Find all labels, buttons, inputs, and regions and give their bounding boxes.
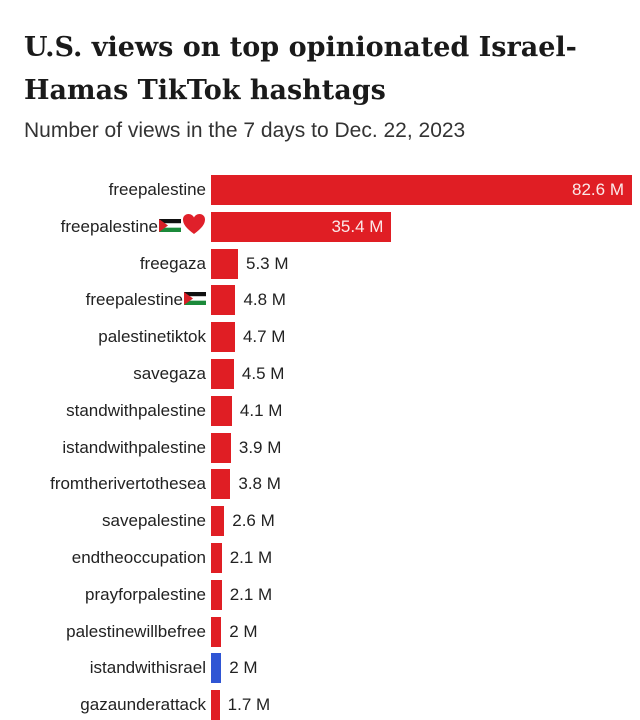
- category-label: standwithpalestine: [66, 399, 206, 423]
- category-label: freegaza: [140, 252, 206, 276]
- category-label: palestinetiktok: [98, 325, 206, 349]
- data-label: 2.6 M: [232, 511, 275, 531]
- data-label: 2 M: [229, 621, 258, 641]
- bar: [211, 322, 235, 353]
- data-label: 2.1 M: [229, 584, 273, 604]
- bar: [211, 690, 220, 720]
- bar: [211, 395, 232, 426]
- category-label-text: prayforpalestine: [85, 584, 206, 604]
- bar: [211, 248, 238, 279]
- category-label: istandwithpalestine: [62, 436, 206, 460]
- category-label-text: palestinetiktok: [98, 327, 206, 347]
- data-label: 3.8 M: [238, 474, 281, 494]
- data-label: 4.8 M: [243, 290, 286, 310]
- data-label: 4.5 M: [241, 364, 285, 383]
- category-label: savepalestine: [102, 509, 206, 533]
- category-label: freepalestine: [109, 178, 206, 202]
- category-label-text: freepalestine: [85, 290, 183, 310]
- category-label-text: endtheoccupation: [71, 548, 206, 567]
- category-label-text: savepalestine: [102, 511, 206, 531]
- category-label: istandwithisrael: [90, 656, 206, 680]
- data-label: 4.7 M: [242, 327, 286, 347]
- data-label: 4.1 M: [239, 400, 283, 420]
- category-label: savegaza: [133, 362, 206, 386]
- data-label: 82.6 M: [572, 180, 624, 199]
- bar: [211, 469, 231, 500]
- red-heart-icon: [182, 213, 206, 240]
- category-label: prayforpalestine: [85, 583, 206, 607]
- category-label-text: palestinewillbefree: [66, 621, 206, 641]
- category-label-text: freegaza: [139, 253, 206, 273]
- data-label: 1.7 M: [227, 695, 271, 715]
- category-label: endtheoccupation: [72, 546, 206, 570]
- bar: [211, 432, 231, 463]
- category-label-text: savegaza: [133, 364, 206, 383]
- data-label: 2 M: [229, 658, 258, 678]
- category-label-text: freepalestine: [60, 216, 158, 236]
- bar: [211, 579, 222, 610]
- bar: [211, 616, 222, 647]
- category-label-text: standwithpalestine: [66, 400, 206, 420]
- chart-subtitle: Number of views in the 7 days to Dec. 22…: [24, 119, 466, 142]
- category-label-text: gazaunderattack: [80, 695, 206, 715]
- category-label-text: fromtherivertothesea: [50, 474, 206, 494]
- category-label: freepalestine: [86, 288, 206, 312]
- data-label: 35.4 M: [331, 216, 384, 236]
- data-label: 2.1 M: [229, 548, 273, 567]
- category-label: fromtherivertothesea: [50, 472, 206, 496]
- palestine-flag-icon: [184, 290, 206, 310]
- bar: [211, 211, 392, 242]
- bar: [211, 285, 236, 316]
- category-label: gazaunderattack: [80, 693, 206, 717]
- category-label-text: freepalestine: [108, 180, 206, 199]
- bar: [211, 506, 225, 537]
- bar: [211, 359, 234, 389]
- category-label-text: istandwithisrael: [89, 658, 206, 678]
- chart-title: U.S. views on top opinionated Israel-Ham…: [24, 32, 577, 106]
- category-label: freepalestine: [60, 213, 206, 240]
- category-label-text: istandwithpalestine: [62, 437, 206, 457]
- bar: [211, 543, 222, 573]
- data-label: 3.9 M: [238, 437, 282, 457]
- bar: [211, 175, 632, 205]
- palestine-flag-icon: [159, 217, 181, 237]
- category-label: palestinewillbefree: [66, 620, 206, 644]
- bar: [211, 653, 222, 684]
- data-label: 5.3 M: [246, 253, 289, 273]
